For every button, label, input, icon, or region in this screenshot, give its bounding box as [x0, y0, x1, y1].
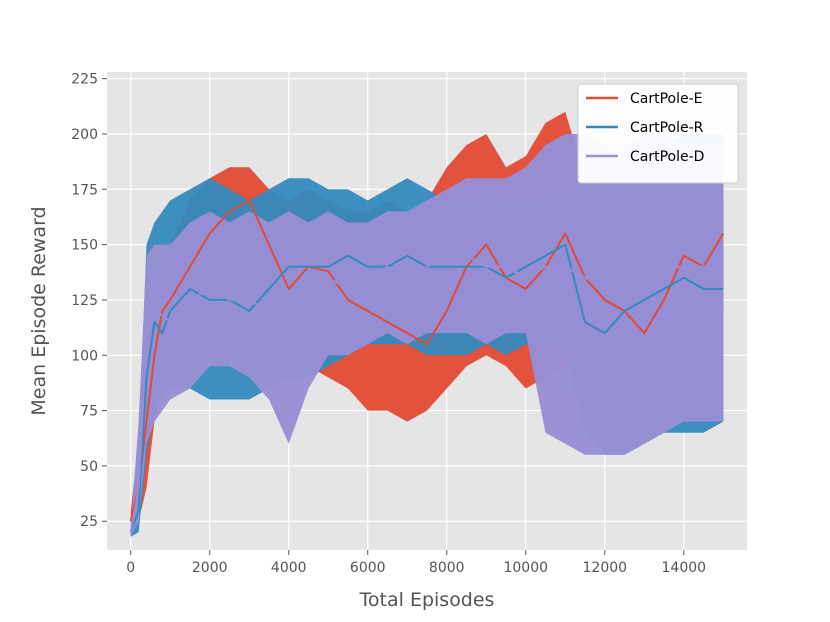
x-tick-label: 4000: [271, 560, 307, 576]
y-axis-label: Mean Episode Reward: [28, 206, 50, 415]
line-series-1: [129, 199, 725, 522]
legend-entry: CartPole-E: [630, 91, 703, 107]
legend: CartPole-E CartPole-R CartPole-D: [577, 83, 739, 184]
mean-lines: [129, 199, 725, 533]
x-axis-label: Total Episodes: [359, 589, 495, 611]
x-tick-label: 0: [126, 560, 135, 576]
x-tick-label: 14000: [662, 560, 707, 576]
line-series-2: [129, 243, 724, 533]
x-tick-label: 10000: [503, 560, 548, 576]
x-axis-ticks: 0 2000 4000 6000 8000 10000 12000 14000: [126, 550, 706, 576]
y-tick-label: 175: [71, 182, 98, 198]
y-tick-label: 100: [71, 348, 98, 364]
y-tick-label: 200: [71, 127, 98, 143]
y-tick-label: 25: [80, 514, 98, 530]
y-tick-label: 75: [80, 404, 98, 420]
y-tick-label: 50: [80, 459, 98, 475]
y-tick-label: 225: [71, 72, 98, 88]
legend-entry: CartPole-D: [630, 149, 704, 165]
y-tick-label: 150: [71, 238, 98, 254]
x-tick-label: 8000: [429, 560, 465, 576]
line-series-3: [129, 254, 724, 533]
legend-box: [577, 83, 739, 184]
band-series-3: [130, 134, 724, 537]
legend-entry: CartPole-R: [630, 120, 704, 136]
x-tick-label: 6000: [350, 560, 386, 576]
x-tick-label: 12000: [583, 560, 628, 576]
confidence-bands: [130, 111, 724, 537]
y-axis-ticks: 25 50 75 100 125 150 175 200 225: [71, 72, 107, 530]
x-tick-label: 2000: [192, 560, 228, 576]
y-tick-label: 125: [71, 293, 98, 309]
